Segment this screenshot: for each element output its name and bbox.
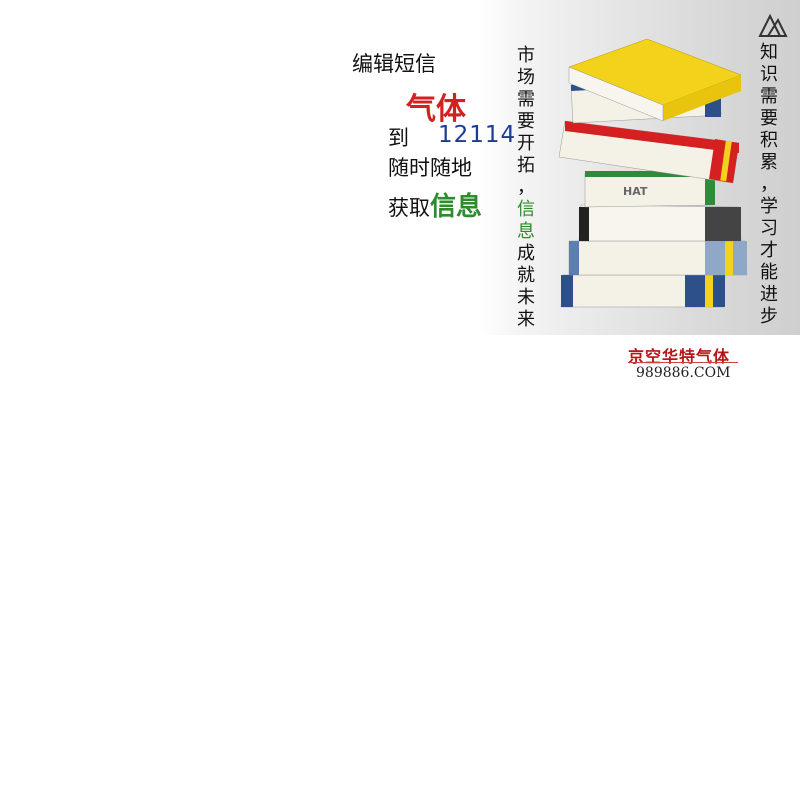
promo-line-edit-sms: 编辑短信 xyxy=(352,52,436,76)
promo-line-get-info: 获取信息 xyxy=(388,186,482,223)
promo-keyword-gas: 气体 xyxy=(406,92,466,127)
slogan-char: 场 xyxy=(517,67,535,88)
slogan-char: 习 xyxy=(760,218,778,239)
slogan-market-column: 市 场 需 要 开 拓 ， 信 息 成 就 未 来 xyxy=(515,45,537,331)
brand-divider xyxy=(628,362,738,363)
book-5 xyxy=(558,120,740,184)
promo-sms-number: 12114 xyxy=(438,122,517,148)
company-logo-icon xyxy=(758,13,788,37)
slogan-char: 学 xyxy=(760,196,778,217)
slogan-char: 能 xyxy=(760,262,778,283)
slogan-char: 拓 xyxy=(517,155,535,176)
slogan-char: 进 xyxy=(760,284,778,305)
slogan-char: 来 xyxy=(517,309,535,330)
book-stack-illustration: HAT xyxy=(558,38,748,308)
book-3 xyxy=(578,204,742,242)
brand-name: 京空华特气体 xyxy=(628,347,731,366)
slogan-char: 成 xyxy=(517,243,535,264)
slogan-char: 才 xyxy=(760,240,778,261)
slogan-char: 要 xyxy=(517,111,535,132)
ad-banner: 编辑短信 气体 到 12114 随时随地 获取信息 市 场 需 要 开 拓 ， … xyxy=(340,0,800,335)
slogan-char: 累 xyxy=(760,152,778,173)
slogan-char: 步 xyxy=(760,306,778,327)
slogan-char: 信 xyxy=(517,199,535,220)
book-2 xyxy=(568,240,748,276)
book-4: HAT xyxy=(584,170,715,208)
slogan-char: 开 xyxy=(517,133,535,154)
slogan-char: 积 xyxy=(760,130,778,151)
slogan-char: 就 xyxy=(517,265,535,286)
slogan-char: 需 xyxy=(517,89,535,110)
book-badge: HAT xyxy=(623,185,648,198)
slogan-char: 要 xyxy=(760,108,778,129)
slogan-char: ， xyxy=(517,177,535,198)
promo-info-highlight: 信息 xyxy=(430,192,483,222)
promo-line-anytime: 随时随地 xyxy=(388,156,472,180)
book-1 xyxy=(560,274,726,308)
slogan-char: 市 xyxy=(517,45,535,66)
slogan-char: 知 xyxy=(760,42,778,63)
slogan-char: ， xyxy=(760,174,778,195)
slogan-char: 需 xyxy=(760,86,778,107)
slogan-char: 未 xyxy=(517,287,535,308)
slogan-knowledge-column: 知 识 需 要 积 累 ， 学 习 才 能 进 步 xyxy=(758,42,780,328)
promo-get-label: 获取 xyxy=(388,196,430,220)
brand-url-link[interactable]: 989886.COM xyxy=(636,365,731,381)
slogan-char: 识 xyxy=(760,64,778,85)
promo-line-to: 到 xyxy=(388,126,409,150)
slogan-char: 息 xyxy=(517,221,535,242)
book-7 xyxy=(568,38,742,122)
